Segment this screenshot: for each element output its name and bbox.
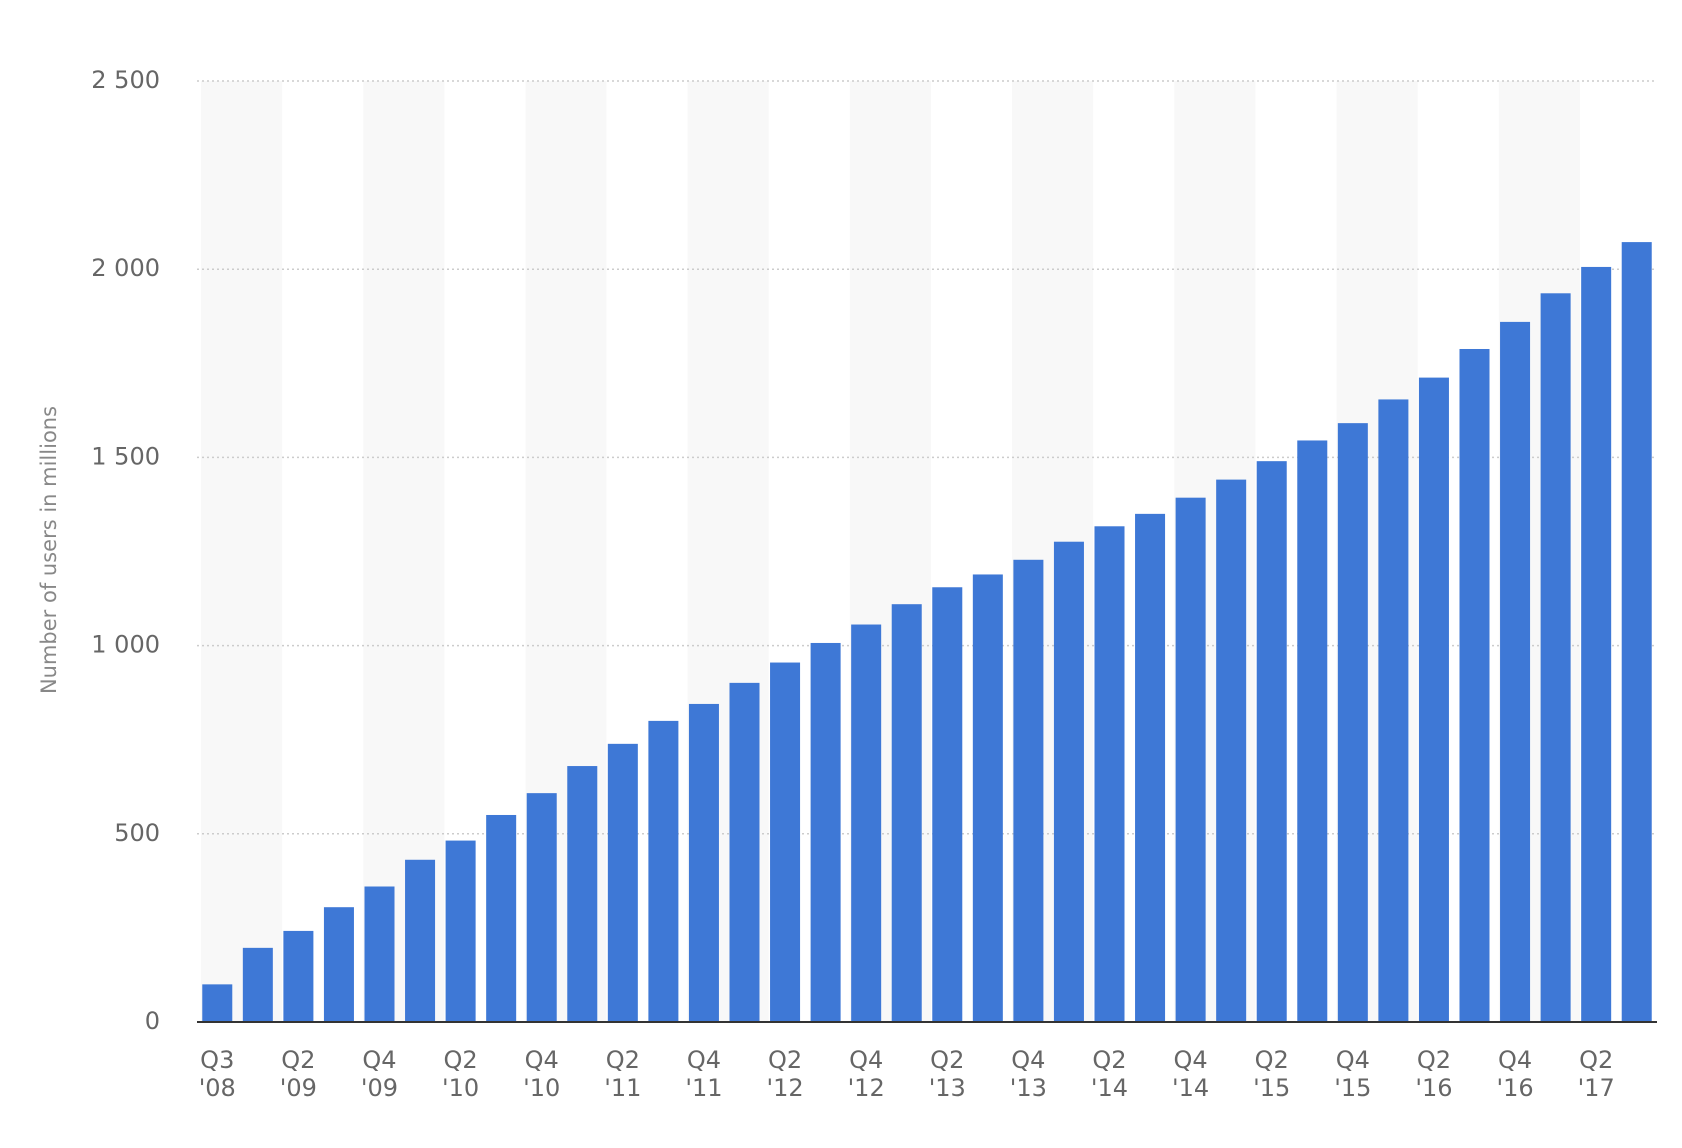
bar <box>1216 479 1247 1022</box>
x-tick-label: Q4 '12 <box>847 1046 885 1102</box>
bar <box>972 574 1003 1022</box>
bar <box>405 859 436 1022</box>
y-tick-label: 500 <box>114 819 160 847</box>
bar <box>1135 513 1166 1022</box>
background-band <box>201 81 283 1022</box>
bar <box>283 930 314 1022</box>
y-tick-label: 2 500 <box>91 66 160 94</box>
x-tick-label: Q4 '14 <box>1172 1046 1210 1102</box>
bar <box>1175 497 1206 1022</box>
x-tick-label: Q4 '11 <box>685 1046 723 1102</box>
bar <box>1297 440 1328 1022</box>
bar <box>202 984 233 1022</box>
bar <box>567 766 598 1022</box>
bar <box>1500 321 1531 1022</box>
bar <box>1378 399 1409 1022</box>
x-tick-label: Q2 '14 <box>1090 1046 1129 1102</box>
bar <box>607 743 638 1022</box>
bar <box>648 720 679 1022</box>
bar <box>729 682 760 1022</box>
bar <box>1540 293 1571 1022</box>
x-tick-label: Q3 '08 <box>198 1046 236 1102</box>
bar <box>891 604 922 1022</box>
bar <box>1459 348 1490 1022</box>
bar <box>445 840 476 1022</box>
bar <box>1418 377 1449 1022</box>
x-tick-label: Q2 '09 <box>279 1046 317 1102</box>
bar <box>932 587 963 1022</box>
bar <box>1581 266 1612 1022</box>
bar <box>364 886 395 1022</box>
x-tick-label: Q2 '10 <box>442 1046 480 1102</box>
bar <box>1256 461 1287 1022</box>
bar <box>810 642 841 1022</box>
bar <box>323 907 354 1022</box>
x-tick-label: Q2 '12 <box>766 1046 804 1102</box>
x-tick-label: Q4 '09 <box>360 1046 399 1102</box>
bar <box>1094 526 1125 1022</box>
x-tick-label: Q4 '13 <box>1009 1046 1047 1102</box>
bar <box>486 814 517 1022</box>
y-tick-label: 1 500 <box>91 442 160 470</box>
x-tick-label: Q2 '16 <box>1415 1046 1453 1102</box>
x-tick-label: Q2 '13 <box>928 1046 966 1102</box>
bar <box>851 624 882 1022</box>
bar <box>1337 423 1368 1023</box>
x-tick-label: Q4 '16 <box>1496 1046 1534 1102</box>
y-tick-label: 2 000 <box>91 254 160 282</box>
x-tick-label: Q4 '10 <box>523 1046 561 1102</box>
bar <box>242 947 273 1022</box>
x-tick-label: Q2 '17 <box>1577 1046 1615 1102</box>
y-axis-title: Number of users in millions <box>37 406 61 694</box>
bar <box>1013 559 1044 1022</box>
bar <box>688 703 719 1022</box>
bar <box>1621 242 1652 1023</box>
bar <box>770 662 801 1022</box>
x-tick-label: Q4 '15 <box>1334 1046 1372 1102</box>
bar <box>1053 541 1084 1022</box>
x-tick-label: Q2 '11 <box>604 1046 642 1102</box>
y-tick-label: 1 000 <box>91 631 160 659</box>
bar <box>526 793 557 1022</box>
y-tick-label: 0 <box>145 1007 160 1035</box>
x-tick-label: Q2 '15 <box>1253 1046 1291 1102</box>
